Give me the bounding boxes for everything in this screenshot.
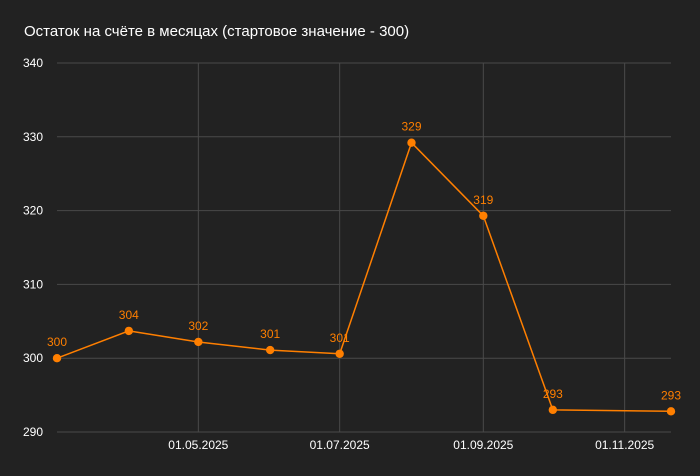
series-line: [56, 141, 672, 413]
data-label: 293: [661, 388, 681, 402]
data-point: [666, 407, 676, 416]
y-tick-label: 320: [23, 204, 43, 218]
y-tick-label: 290: [23, 425, 43, 439]
data-label: 304: [119, 308, 139, 322]
x-tick-label: 01.05.2025: [168, 438, 228, 452]
grid-lines: [57, 62, 671, 433]
y-tick-label: 300: [23, 351, 43, 365]
data-point: [548, 405, 558, 415]
data-label: 301: [330, 331, 350, 345]
data-label: 319: [473, 193, 493, 207]
data-label: 302: [188, 319, 208, 333]
data-point: [194, 337, 203, 347]
data-point: [124, 326, 134, 336]
x-tick-label: 01.07.2025: [310, 438, 370, 452]
y-tick-label: 340: [23, 56, 43, 70]
data-label: 293: [543, 387, 563, 401]
series-layer: [52, 138, 676, 416]
y-tick-label: 330: [23, 130, 43, 144]
data-label: 301: [260, 327, 280, 341]
data-label: 329: [401, 120, 421, 134]
data-label: 300: [47, 335, 67, 349]
x-tick-label: 01.09.2025: [453, 438, 513, 452]
data-labels: 300 304 302 301 301 329 319 293 293: [47, 120, 681, 403]
data-point: [52, 354, 62, 363]
data-point: [407, 138, 416, 147]
data-point: [335, 349, 344, 358]
data-point: [479, 211, 488, 220]
x-tick-label: 01.11.2025: [595, 438, 654, 452]
tick-labels: 290 300 310 320 330 340 01.05.2025 01.07.2025 01…: [23, 56, 655, 452]
chart-title: Остаток на счёте в месяцах (стартовое зн…: [24, 23, 410, 40]
y-tick-label: 310: [23, 277, 43, 291]
data-point: [265, 345, 275, 355]
